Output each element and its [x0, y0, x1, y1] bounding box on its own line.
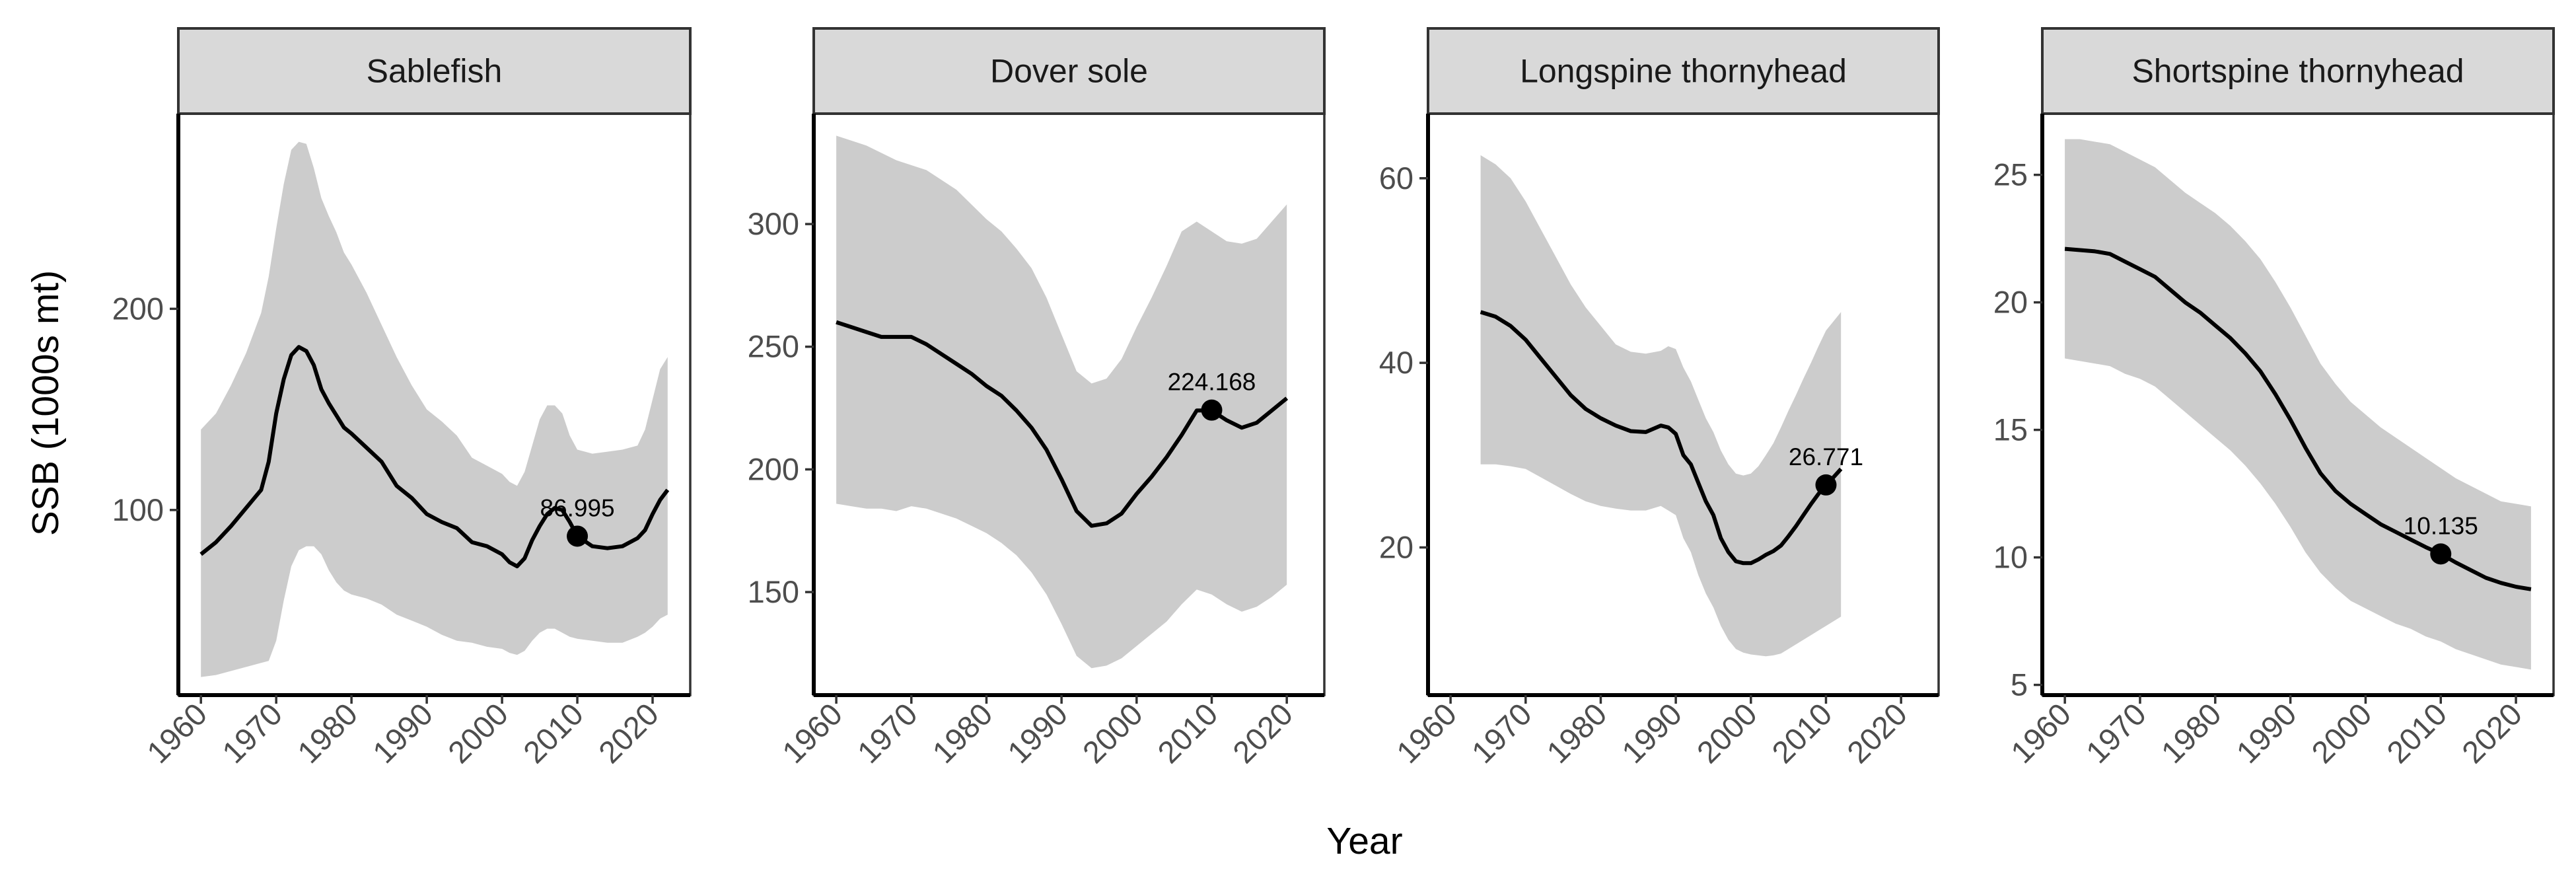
- facet-title-shortspine-thornyhead: Shortspine thornyhead: [2131, 53, 2464, 90]
- x-tick-label-longspine-thornyhead-1990: 1990: [1615, 696, 1688, 770]
- highlight-point-dover-sole: [1201, 399, 1223, 421]
- x-tick-label-shortspine-thornyhead-2000: 2000: [2305, 696, 2378, 770]
- x-tick-label-sablefish-2020: 2020: [592, 696, 665, 770]
- facet-strip-sablefish: [177, 27, 692, 115]
- x-tick-label-sablefish-2000: 2000: [441, 696, 515, 770]
- y-tick-label-shortspine-thornyhead-25: 25: [1993, 157, 2028, 192]
- x-tick-label-longspine-thornyhead-1970: 1970: [1464, 696, 1538, 770]
- x-tick-label-sablefish-1970: 1970: [215, 696, 289, 770]
- x-tick-label-dover-sole-2020: 2020: [1226, 696, 1299, 770]
- point-label-dover-sole: 224.168: [1168, 369, 1256, 396]
- y-tick-label-dover-sole-250: 250: [748, 329, 799, 364]
- y-tick-label-shortspine-thornyhead-15: 15: [1993, 412, 2028, 447]
- y-tick-label-longspine-thornyhead-20: 20: [1379, 530, 1413, 565]
- x-tick-label-dover-sole-2000: 2000: [1075, 696, 1149, 770]
- y-tick-label-dover-sole-200: 200: [748, 451, 799, 486]
- x-tick-label-dover-sole-1960: 1960: [775, 696, 849, 770]
- y-tick-label-sablefish-100: 100: [112, 492, 164, 527]
- point-label-sablefish: 86.995: [540, 494, 614, 521]
- x-tick-label-shortspine-thornyhead-1970: 1970: [2079, 696, 2153, 770]
- x-tick-label-sablefish-1990: 1990: [366, 696, 439, 770]
- facet-title-sablefish: Sablefish: [367, 53, 503, 90]
- facet-title-longspine-thornyhead: Longspine thornyhead: [1520, 53, 1847, 90]
- highlight-point-shortspine-thornyhead: [2430, 543, 2452, 565]
- y-tick-label-shortspine-thornyhead-20: 20: [1993, 285, 2028, 320]
- x-tick-label-shortspine-thornyhead-1960: 1960: [2004, 696, 2077, 770]
- highlight-point-longspine-thornyhead: [1815, 474, 1837, 496]
- x-tick-label-longspine-thornyhead-1960: 1960: [1390, 696, 1463, 770]
- confidence-band-sablefish: [201, 141, 668, 677]
- x-tick-label-dover-sole-1970: 1970: [850, 696, 923, 770]
- y-tick-label-dover-sole-300: 300: [748, 206, 799, 241]
- point-label-longspine-thornyhead: 26.771: [1789, 443, 1863, 470]
- panel-dover-sole: Dover sole 224.168 150 200 250 300 1960 1970 198…: [748, 27, 1326, 770]
- x-tick-label-shortspine-thornyhead-1980: 1980: [2154, 696, 2227, 770]
- y-tick-label-dover-sole-150: 150: [748, 574, 799, 609]
- y-tick-label-longspine-thornyhead-40: 40: [1379, 345, 1413, 380]
- x-tick-label-dover-sole-1980: 1980: [925, 696, 999, 770]
- ssb-line-sablefish: [199, 345, 670, 569]
- ssb-line-shortspine-thornyhead: [2064, 246, 2532, 591]
- facet-title-dover-sole: Dover sole: [990, 53, 1148, 90]
- x-tick-label-longspine-thornyhead-2000: 2000: [1690, 696, 1763, 770]
- x-tick-label-sablefish-2010: 2010: [517, 696, 590, 770]
- confidence-band-dover-sole: [836, 135, 1287, 669]
- x-tick-label-shortspine-thornyhead-2020: 2020: [2455, 696, 2528, 770]
- x-tick-label-dover-sole-2010: 2010: [1151, 696, 1224, 770]
- x-tick-label-dover-sole-1990: 1990: [1001, 696, 1074, 770]
- y-tick-label-sablefish-200: 200: [112, 291, 164, 326]
- y-axis-title: SSB (1000s mt): [24, 270, 67, 536]
- x-tick-label-sablefish-1980: 1980: [291, 696, 364, 770]
- y-tick-label-shortspine-thornyhead-10: 10: [1993, 540, 2028, 575]
- panel-shortspine-thornyhead: Shortspine thornyhead 10.135 5 10 15 20 25 1960…: [1993, 27, 2555, 770]
- panel-sablefish: Sablefish 86.995 100 200 1960 1970 1980 1990 200…: [112, 27, 692, 770]
- confidence-band-longspine-thornyhead: [1480, 155, 1842, 657]
- point-label-shortspine-thornyhead: 10.135: [2404, 512, 2478, 539]
- x-tick-label-longspine-thornyhead-2010: 2010: [1765, 696, 1838, 770]
- ssb-line-longspine-thornyhead: [1480, 310, 1843, 566]
- x-tick-label-longspine-thornyhead-2020: 2020: [1840, 696, 1914, 770]
- confidence-band-shortspine-thornyhead: [2065, 139, 2531, 670]
- highlight-point-sablefish: [567, 525, 589, 547]
- x-tick-label-shortspine-thornyhead-2010: 2010: [2380, 696, 2453, 770]
- y-tick-label-shortspine-thornyhead-5: 5: [2011, 667, 2028, 702]
- x-axis-title: Year: [1326, 820, 1402, 862]
- facet-strip-longspine-thornyhead: [1427, 27, 1940, 115]
- x-tick-label-shortspine-thornyhead-1990: 1990: [2229, 696, 2303, 770]
- panel-longspine-thornyhead: Longspine thornyhead 26.771 20 40 60 1960 1970…: [1379, 27, 1940, 770]
- x-tick-label-longspine-thornyhead-1980: 1980: [1540, 696, 1613, 770]
- x-tick-label-sablefish-1960: 1960: [140, 696, 213, 770]
- y-tick-label-longspine-thornyhead-60: 60: [1379, 161, 1413, 196]
